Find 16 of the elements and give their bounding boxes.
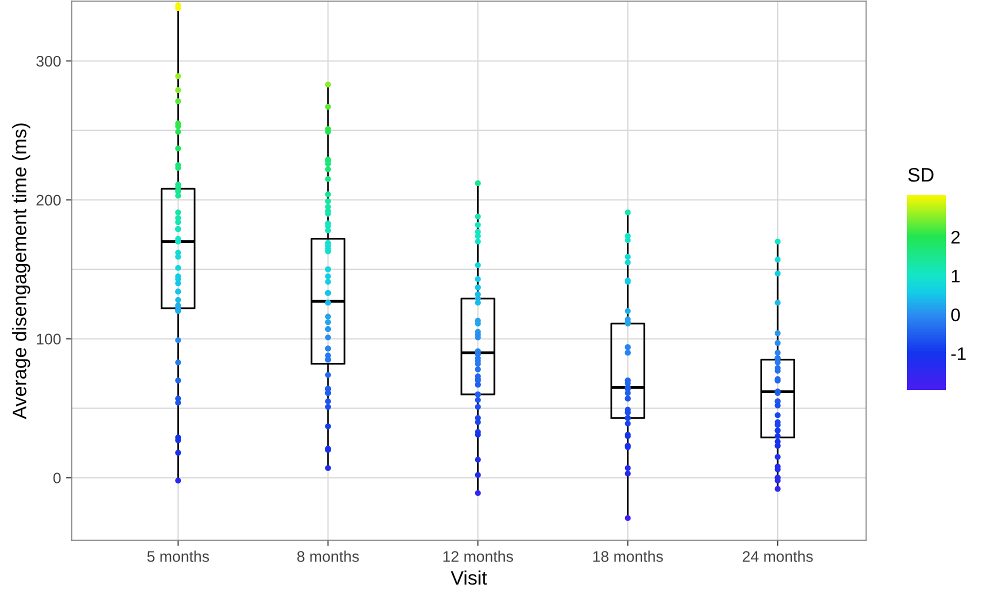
y-tick-label: 200 — [36, 194, 61, 206]
x-axis-title: Visit — [450, 570, 487, 585]
y-tick-label: 0 — [53, 472, 61, 484]
color-bar-label: -1 — [951, 347, 966, 360]
x-tick-label: 5 months — [147, 550, 209, 562]
x-tick-label: 12 months — [443, 550, 514, 562]
color-bar-title: SD — [908, 168, 934, 182]
y-tick-label: 300 — [36, 56, 61, 67]
y-axis-title: Average disengagement time (ms) — [12, 124, 30, 420]
color-bar-label: 2 — [951, 230, 960, 244]
color-bar-label: 0 — [951, 308, 960, 322]
x-tick-label: 8 months — [297, 550, 359, 562]
color-bar-label: 1 — [952, 270, 960, 282]
x-tick-label: 18 months — [593, 550, 663, 562]
x-tick-label: 24 months — [742, 550, 813, 562]
y-tick-label: 100 — [36, 334, 61, 344]
